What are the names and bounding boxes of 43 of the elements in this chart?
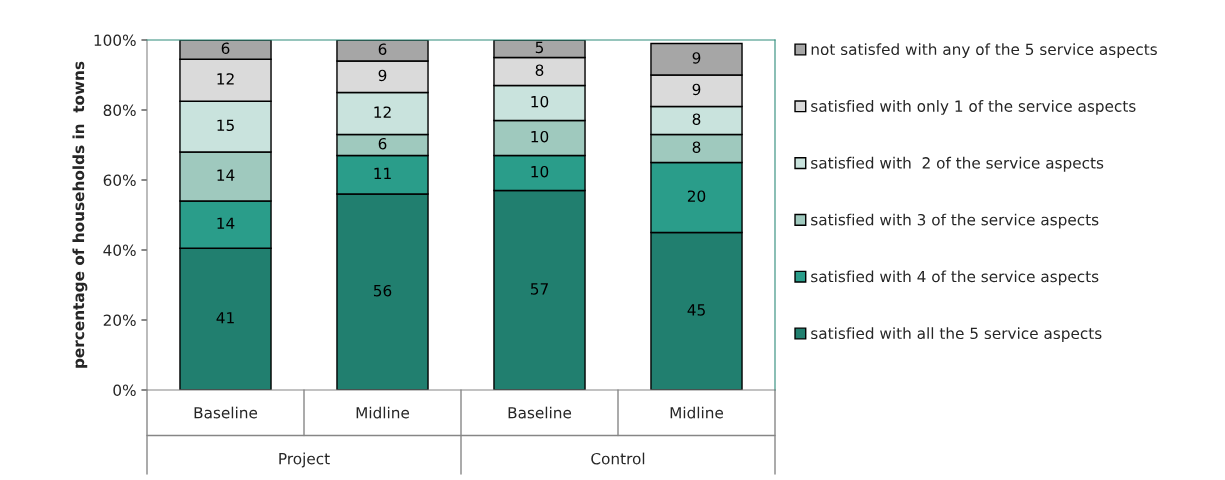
y-tick-label: 100%	[94, 34, 136, 47]
y-tick-label: 40%	[103, 244, 136, 257]
legend-label: satisfied with all the 5 service aspects	[811, 327, 1102, 343]
data-label: 8	[692, 113, 701, 125]
legend-label: satisfied with 2 of the service aspects	[811, 156, 1104, 172]
data-label: 12	[217, 73, 234, 85]
data-label: 8	[535, 64, 544, 76]
data-label: 41	[216, 312, 234, 324]
data-label: 15	[217, 119, 234, 132]
y-axis-title: percentage of households in towns	[72, 61, 88, 368]
legend-label: satisfied with 4 of the service aspects	[811, 270, 1099, 286]
data-label: 14	[217, 169, 235, 181]
x-tick-label: Baseline	[508, 406, 572, 419]
data-label: 45	[687, 304, 705, 316]
data-label: 10	[531, 95, 549, 108]
data-label: 9	[378, 69, 387, 82]
legend-label: not satisfed with any of the 5 service aspects	[811, 43, 1157, 59]
y-tick-label: 60%	[103, 174, 136, 187]
data-label: 10	[531, 130, 549, 143]
y-tick-label: 20%	[103, 314, 136, 327]
data-label: 6	[378, 43, 387, 55]
data-label: 12	[374, 106, 391, 118]
data-label: 57	[530, 283, 548, 295]
x-tick-label: Baseline	[194, 406, 258, 419]
data-label: 14	[217, 217, 235, 229]
y-tick-label: 80%	[103, 104, 136, 117]
data-label: 56	[373, 284, 392, 297]
data-label: 9	[692, 52, 701, 64]
data-label: 5	[535, 41, 544, 54]
legend-label: satisfied with only 1 of the service aspects	[811, 100, 1136, 115]
text: Project	[279, 452, 330, 468]
data-label: 10	[531, 165, 549, 178]
data-label: 6	[221, 42, 230, 55]
data-label: 9	[692, 83, 701, 96]
x-tick-label: Midline	[670, 406, 724, 419]
legend-label: satisfied with 3 of the service aspects	[811, 213, 1099, 229]
x-tick-label: Midline	[356, 406, 410, 419]
y-tick-label: 0%	[113, 384, 136, 397]
data-label: 11	[374, 167, 391, 179]
text: Control	[591, 452, 645, 465]
data-label: 20	[687, 190, 706, 202]
data-label: 8	[692, 141, 701, 153]
data-label: 6	[378, 137, 387, 150]
